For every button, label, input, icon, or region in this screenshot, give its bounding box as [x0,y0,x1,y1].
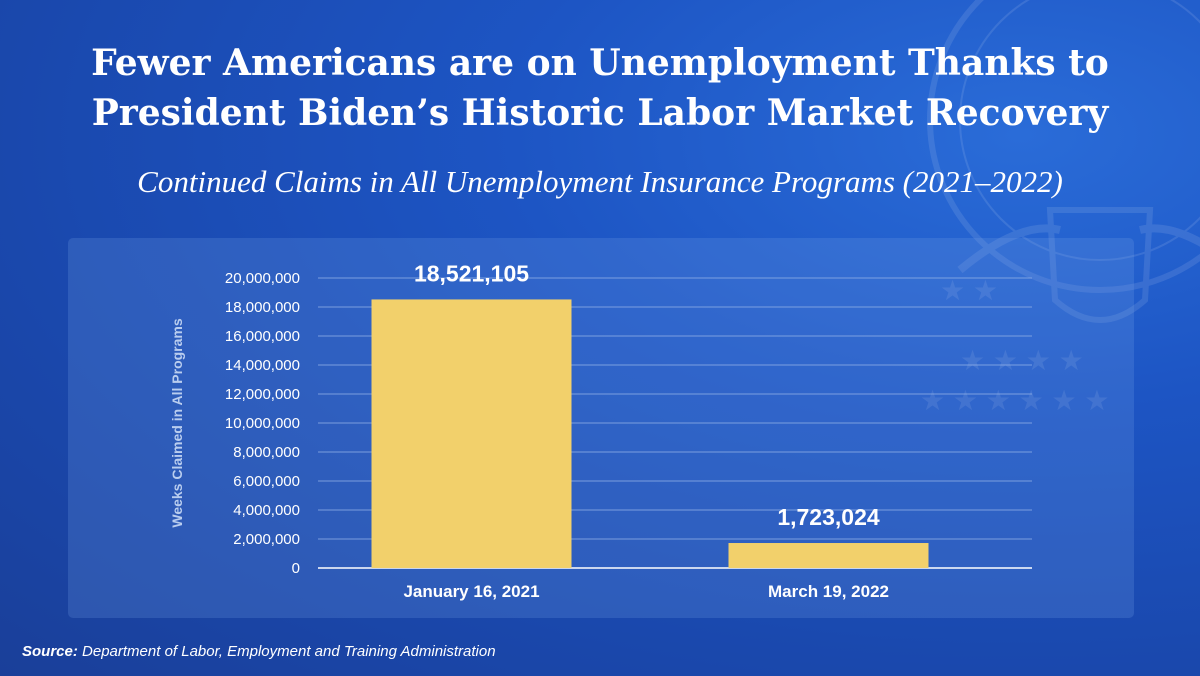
y-tick-label: 14,000,000 [225,357,300,374]
y-tick-label: 0 [292,560,300,577]
x-category-label: March 19, 2022 [768,582,889,601]
y-tick-label: 8,000,000 [233,444,300,461]
y-tick-label: 4,000,000 [233,502,300,519]
y-tick-label: 12,000,000 [225,386,300,403]
source-text: Department of Labor, Employment and Trai… [82,643,496,660]
data-label: 18,521,105 [414,260,529,286]
bar [371,299,572,568]
y-tick-label: 18,000,000 [225,299,300,316]
y-tick-label: 6,000,000 [233,473,300,490]
source-label: Source: [22,643,78,660]
chart-panel: 0 2,000,000 4,000,000 6,000,000 8,000,000 10,… [68,238,1134,618]
data-label: 1,723,024 [777,504,880,530]
source-note: Source: Department of Labor, Employment … [22,643,496,660]
x-category-label: January 16, 2021 [403,582,539,601]
bar-chart: 0 2,000,000 4,000,000 6,000,000 8,000,000 10,… [169,260,1032,601]
y-axis-label: Weeks Claimed in All Programs [169,318,185,528]
y-tick-label: 10,000,000 [225,415,300,432]
chart-subtitle: Continued Claims in All Unemployment Ins… [137,164,1063,199]
y-tick-label: 20,000,000 [225,270,300,287]
chart-title: Fewer Americans are on Unemployment Than… [91,42,1109,134]
y-tick-label: 16,000,000 [225,328,300,345]
bar [728,543,929,568]
y-tick-label: 2,000,000 [233,531,300,548]
